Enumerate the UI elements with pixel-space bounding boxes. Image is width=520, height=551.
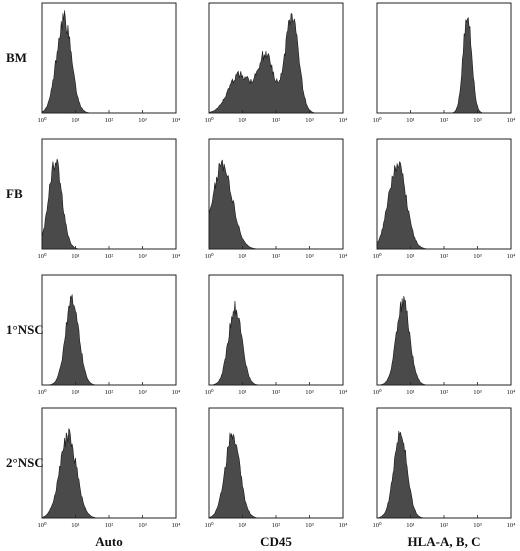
col-label-1: CD45 (260, 534, 292, 549)
x-tick-label: 10⁰ (372, 388, 382, 396)
histogram-panel-r1-c0: 10⁰ 10¹ 10² 10³ 10⁴ (37, 138, 182, 260)
histogram-area (208, 159, 343, 250)
x-tick-label: 10⁰ (204, 252, 214, 260)
x-tick-label: 10³ (473, 117, 482, 124)
x-tick-label: 10⁰ (37, 388, 47, 396)
x-tick-label: 10² (272, 389, 281, 396)
histogram-panel-r3-c2: 10⁰ 10¹ 10² 10³ 10⁴ (372, 407, 517, 529)
row-label-2: 1°NSC (6, 322, 44, 337)
histogram-area (208, 432, 343, 519)
x-tick-label: 10¹ (71, 253, 80, 260)
x-tick-label: 10² (272, 253, 281, 260)
histogram-panel-r1-c2: 10⁰ 10¹ 10² 10³ 10⁴ (372, 138, 517, 260)
histogram-area (376, 430, 511, 519)
histogram-area (376, 295, 511, 386)
x-tick-label: 10³ (305, 389, 314, 396)
x-tick-label: 10² (105, 253, 114, 260)
x-tick-label: 10¹ (406, 389, 415, 396)
x-tick-label: 10⁴ (507, 253, 517, 260)
histogram-area (377, 17, 511, 114)
x-tick-label: 10³ (305, 253, 314, 260)
x-tick-label: 10⁰ (372, 116, 382, 124)
x-tick-label: 10⁰ (372, 252, 382, 260)
x-tick-label: 10⁰ (204, 116, 214, 124)
row-label-1: FB (6, 186, 23, 201)
x-tick-label: 10² (105, 522, 114, 529)
x-tick-label: 10⁰ (204, 388, 214, 396)
x-tick-label: 10⁴ (339, 389, 349, 396)
x-tick-label: 10⁰ (37, 252, 47, 260)
x-tick-label: 10¹ (406, 522, 415, 529)
x-tick-label: 10¹ (238, 117, 247, 124)
x-tick-label: 10³ (138, 117, 147, 124)
x-tick-label: 10³ (473, 522, 482, 529)
x-tick-label: 10² (105, 389, 114, 396)
x-tick-label: 10¹ (71, 389, 80, 396)
x-tick-label: 10¹ (71, 117, 80, 124)
x-tick-label: 10¹ (406, 253, 415, 260)
x-tick-label: 10⁴ (172, 522, 182, 529)
x-tick-label: 10² (440, 389, 449, 396)
x-tick-label: 10³ (473, 389, 482, 396)
x-tick-label: 10² (440, 117, 449, 124)
histogram-area (41, 158, 176, 250)
x-tick-label: 10³ (305, 117, 314, 124)
x-tick-label: 10⁰ (37, 521, 47, 529)
x-tick-label: 10⁴ (339, 253, 349, 260)
x-tick-label: 10² (440, 522, 449, 529)
x-tick-label: 10¹ (238, 522, 247, 529)
x-tick-label: 10² (440, 253, 449, 260)
histogram-panel-r2-c1: 10⁰ 10¹ 10² 10³ 10⁴ (204, 274, 349, 396)
panel-frame (376, 2, 512, 114)
x-tick-label: 10⁴ (339, 522, 349, 529)
col-label-2: HLA-A, B, C (408, 534, 481, 549)
x-tick-label: 10³ (138, 389, 147, 396)
histogram-panel-r3-c1: 10⁰ 10¹ 10² 10³ 10⁴ (204, 407, 349, 529)
histogram-panel-r1-c1: 10⁰ 10¹ 10² 10³ 10⁴ (204, 138, 349, 260)
x-tick-label: 10⁴ (507, 522, 517, 529)
histogram-area (41, 428, 176, 519)
x-tick-label: 10³ (305, 522, 314, 529)
histogram-panel-r0-c1: 10⁰ 10¹ 10² 10³ 10⁴ (204, 2, 349, 124)
histogram-area (41, 294, 176, 386)
x-tick-label: 10¹ (238, 253, 247, 260)
row-label-3: 2°NSC (6, 455, 44, 470)
histogram-area (41, 10, 176, 114)
histogram-panel-r0-c0: 10⁰ 10¹ 10² 10³ 10⁴ (37, 2, 182, 124)
x-tick-label: 10⁴ (339, 117, 349, 124)
x-tick-label: 10⁴ (172, 389, 182, 396)
x-tick-label: 10⁰ (204, 521, 214, 529)
x-tick-label: 10⁴ (172, 117, 182, 124)
x-tick-label: 10² (272, 117, 281, 124)
x-tick-label: 10³ (138, 253, 147, 260)
row-label-0: BM (6, 50, 27, 65)
histogram-panel-r3-c0: 10⁰ 10¹ 10² 10³ 10⁴ (37, 407, 182, 529)
x-tick-label: 10¹ (238, 389, 247, 396)
histogram-area (208, 300, 343, 386)
x-tick-label: 10¹ (406, 117, 415, 124)
x-tick-label: 10¹ (71, 522, 80, 529)
x-tick-label: 10³ (138, 522, 147, 529)
histogram-panel-r2-c2: 10⁰ 10¹ 10² 10³ 10⁴ (372, 274, 517, 396)
histogram-panel-r2-c0: 10⁰ 10¹ 10² 10³ 10⁴ (37, 274, 182, 396)
histogram-area (208, 13, 343, 114)
x-tick-label: 10⁰ (37, 116, 47, 124)
histogram-area (376, 161, 511, 250)
x-tick-label: 10⁰ (372, 521, 382, 529)
x-tick-label: 10⁴ (507, 389, 517, 396)
histogram-panel-r0-c2: 10⁰ 10¹ 10² 10³ 10⁴ (372, 2, 517, 124)
x-tick-label: 10² (272, 522, 281, 529)
x-tick-label: 10⁴ (172, 253, 182, 260)
col-label-0: Auto (95, 534, 122, 549)
x-tick-label: 10² (105, 117, 114, 124)
x-tick-label: 10⁴ (507, 117, 517, 124)
x-tick-label: 10³ (473, 253, 482, 260)
